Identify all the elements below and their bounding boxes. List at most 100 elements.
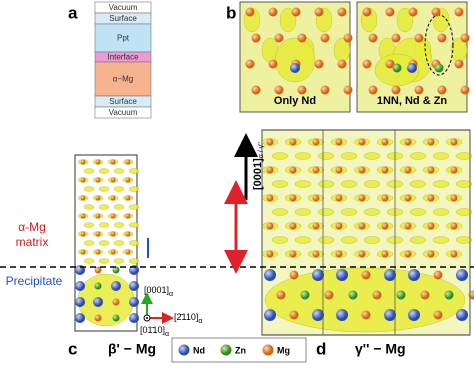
atom: [276, 290, 286, 300]
atom: [95, 231, 101, 237]
atom: [264, 309, 276, 321]
atom: [178, 344, 190, 356]
isosurface: [271, 208, 289, 216]
atom: [95, 213, 101, 219]
atom: [112, 266, 120, 274]
atom: [368, 33, 378, 43]
atom: [358, 222, 366, 230]
atom: [125, 195, 131, 201]
atom: [337, 7, 347, 17]
isosurface: [271, 236, 289, 244]
layer-label: Ppt: [117, 34, 130, 43]
atom: [450, 250, 458, 258]
region-label: Precipitate: [6, 274, 63, 288]
atom: [404, 194, 412, 202]
atom: [335, 138, 343, 146]
atom: [385, 59, 395, 69]
direction-label: [0001]α / γ'': [252, 142, 265, 190]
atom: [335, 166, 343, 174]
atom: [291, 7, 301, 17]
legend: [171, 337, 307, 363]
layer: [94, 23, 152, 53]
atom: [264, 269, 276, 281]
atom: [368, 85, 378, 95]
isosurface: [363, 180, 381, 188]
isosurface: [83, 186, 95, 192]
isosurface: [317, 180, 335, 188]
isosurface: [409, 236, 427, 244]
isosurface: [271, 152, 289, 160]
atom: [110, 177, 116, 183]
isosurface: [98, 186, 110, 192]
caption: 1NN, Nd & Zn: [377, 95, 448, 107]
structure-c: [75, 159, 149, 327]
atom: [112, 298, 120, 306]
isosurface: [113, 222, 125, 228]
atom: [251, 33, 261, 43]
layer-label: Vacuum: [109, 108, 138, 117]
isosurface: [83, 168, 95, 174]
caption: Only Nd: [274, 95, 316, 107]
isosurface: [340, 152, 358, 160]
isosurface: [98, 168, 110, 174]
atom: [95, 159, 101, 165]
atom: [75, 313, 85, 323]
atom: [381, 222, 389, 230]
layer-label: Surface: [109, 97, 137, 106]
atom: [343, 33, 353, 43]
isosurface: [432, 152, 450, 160]
isosurface: [317, 208, 335, 216]
axes-triad: [0001]α [2̄110]α [01̄10]α: [140, 285, 202, 337]
atom: [358, 166, 366, 174]
isosurface: [113, 240, 125, 246]
atom: [408, 269, 420, 281]
atom: [454, 59, 464, 69]
legend-items: Nd Zn Mg: [178, 344, 290, 356]
atom: [129, 281, 139, 291]
atom: [93, 297, 103, 307]
panel-title: γ'' − Mg: [355, 341, 406, 357]
isosurface: [113, 204, 125, 210]
isosurface: [113, 258, 125, 264]
atom: [314, 59, 324, 69]
panel-label: a: [68, 3, 78, 22]
atom: [450, 166, 458, 174]
atom: [110, 159, 116, 165]
isosurface: [432, 208, 450, 216]
atom: [385, 7, 395, 17]
atom: [433, 310, 443, 320]
isosurface: [128, 204, 140, 210]
atom: [358, 138, 366, 146]
atom: [80, 177, 86, 183]
axis-label: [2̄110]α: [174, 312, 202, 324]
layer: [94, 106, 152, 119]
atom: [427, 138, 435, 146]
atom: [95, 177, 101, 183]
isosurface: [294, 180, 312, 188]
atom: [94, 266, 102, 274]
isosurface: [340, 180, 358, 188]
isosurface: [432, 236, 450, 244]
atom: [95, 249, 101, 255]
atom: [434, 63, 444, 73]
atom: [391, 85, 401, 95]
atom: [336, 309, 348, 321]
isosurface: [128, 186, 140, 192]
isosurface: [98, 258, 110, 264]
axis-label: [0001]α: [144, 285, 173, 297]
atom: [444, 290, 454, 300]
atom: [437, 85, 447, 95]
atom: [437, 33, 447, 43]
atom: [358, 250, 366, 258]
atom: [427, 166, 435, 174]
atom: [266, 250, 274, 258]
atom: [312, 269, 324, 281]
atom: [95, 195, 101, 201]
atom: [450, 222, 458, 230]
atom: [320, 85, 330, 95]
atom: [431, 7, 441, 17]
atom: [312, 309, 324, 321]
atom: [312, 222, 320, 230]
layer-label: Surface: [109, 14, 137, 23]
isosurface: [317, 152, 335, 160]
